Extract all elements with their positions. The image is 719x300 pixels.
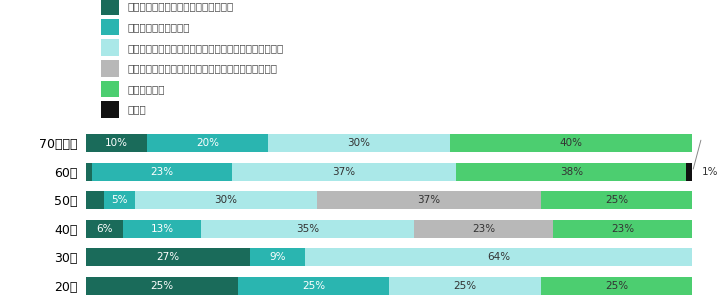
Bar (86, 248, 250, 266)
FancyBboxPatch shape (101, 0, 119, 15)
FancyBboxPatch shape (101, 19, 119, 35)
Text: 導入はしない: 導入はしない (127, 84, 165, 94)
FancyBboxPatch shape (101, 60, 119, 77)
Bar (456, 163, 687, 181)
Bar (134, 191, 316, 209)
Text: 10%: 10% (105, 138, 128, 148)
Text: 25%: 25% (150, 281, 173, 291)
Text: 20%: 20% (196, 138, 219, 148)
Text: 13%: 13% (150, 224, 173, 234)
Bar (390, 277, 541, 295)
Bar (250, 248, 305, 266)
Bar (104, 191, 134, 209)
Text: 38%: 38% (559, 167, 583, 177)
Text: 周囲の状況をみて、遅れてもいいので慎重に検討する: 周囲の状況をみて、遅れてもいいので慎重に検討する (127, 63, 278, 74)
Bar (86, 191, 104, 209)
FancyBboxPatch shape (101, 81, 119, 98)
Text: なるべく早く導入し、周囲にも勧める: なるべく早く導入し、周囲にも勧める (127, 2, 234, 11)
Bar (316, 191, 541, 209)
Text: 1%: 1% (702, 167, 718, 177)
Text: 27%: 27% (157, 252, 180, 262)
Bar (232, 163, 456, 181)
Text: なるべく早く導入する: なるべく早く導入する (127, 22, 190, 32)
Text: 9%: 9% (269, 252, 285, 262)
Text: 5%: 5% (111, 195, 128, 205)
Text: 37%: 37% (332, 167, 355, 177)
Text: その他: その他 (127, 105, 146, 115)
Bar (86, 277, 238, 295)
Bar (86, 134, 147, 152)
Bar (541, 277, 692, 295)
Bar (123, 220, 201, 238)
Text: 64%: 64% (487, 252, 510, 262)
Text: 40%: 40% (560, 138, 583, 148)
Bar (86, 163, 92, 181)
FancyBboxPatch shape (101, 39, 119, 56)
Text: 37%: 37% (417, 195, 440, 205)
Text: 23%: 23% (150, 167, 173, 177)
Bar (305, 248, 692, 266)
Text: 35%: 35% (296, 224, 319, 234)
FancyBboxPatch shape (101, 101, 119, 118)
Bar (687, 163, 692, 181)
Bar (238, 277, 390, 295)
Bar (541, 191, 692, 209)
Bar (201, 220, 413, 238)
Text: 25%: 25% (454, 281, 477, 291)
Bar (86, 220, 123, 238)
Bar (553, 220, 692, 238)
Bar (413, 220, 553, 238)
Text: 30%: 30% (347, 138, 370, 148)
Text: 6%: 6% (96, 224, 113, 234)
Text: 25%: 25% (302, 281, 325, 291)
Text: 周囲の状況をみて、同じくらいのタイミングで導入する: 周囲の状況をみて、同じくらいのタイミングで導入する (127, 43, 283, 53)
Bar (450, 134, 692, 152)
Bar (147, 134, 268, 152)
Text: 25%: 25% (605, 195, 628, 205)
Text: 25%: 25% (605, 281, 628, 291)
Bar (268, 134, 450, 152)
Text: 23%: 23% (611, 224, 634, 234)
Bar (92, 163, 232, 181)
Text: 23%: 23% (472, 224, 495, 234)
Text: 30%: 30% (214, 195, 237, 205)
